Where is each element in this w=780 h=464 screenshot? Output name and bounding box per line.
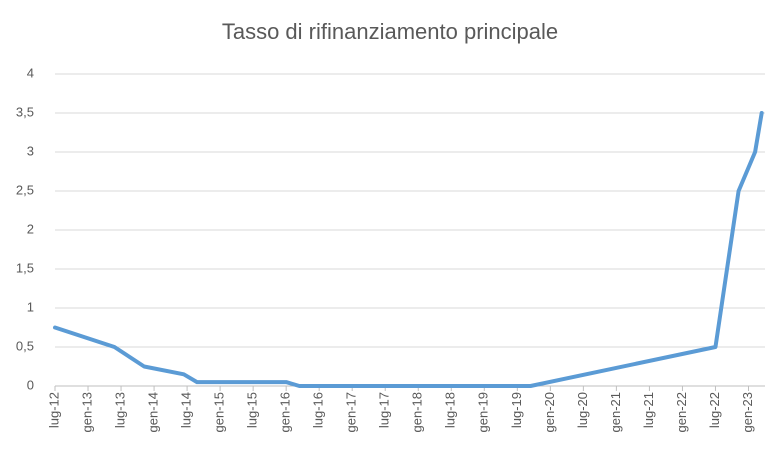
x-tick-label: gen-23 [740,392,755,432]
x-tick-label: lug-22 [707,392,722,428]
x-tick-label: lug-21 [641,392,656,428]
x-tick-label: lug-19 [509,392,524,428]
chart-title: Tasso di rifinanziamento principale [222,19,558,44]
x-tick-label: lug-13 [112,392,127,428]
y-tick-label: 1,5 [16,260,34,275]
data-line [53,111,764,388]
x-tick-label: lug-14 [179,392,194,428]
x-tick-label: lug-12 [46,392,61,428]
x-tick-label: gen-14 [146,392,161,432]
y-tick-label: 0,5 [16,338,34,353]
x-tick-label: gen-16 [278,392,293,432]
x-tick-label: gen-22 [674,392,689,432]
x-tick-label: lug-20 [575,392,590,428]
y-tick-label: 3 [27,143,34,158]
x-tick-label: gen-20 [542,392,557,432]
x-tick-label: lug-18 [443,392,458,428]
y-tick-label: 2,5 [16,182,34,197]
x-tick-label: lug-16 [311,392,326,428]
x-tick-label: gen-17 [344,392,359,432]
y-tick-label: 2 [27,221,34,236]
x-tick-label: gen-19 [476,392,491,432]
x-tick-label: gen-15 [212,392,227,432]
x-tick-label: gen-21 [608,392,623,432]
y-tick-label: 0 [27,377,34,392]
y-tick-label: 1 [27,299,34,314]
y-tick-label: 4 [27,65,34,80]
x-tick-label: gen-13 [79,392,94,432]
x-tick-label: lug-17 [377,392,392,428]
x-tick-label: gen-18 [410,392,425,432]
x-tick-label: lug-15 [245,392,260,428]
y-tick-label: 3,5 [16,104,34,119]
